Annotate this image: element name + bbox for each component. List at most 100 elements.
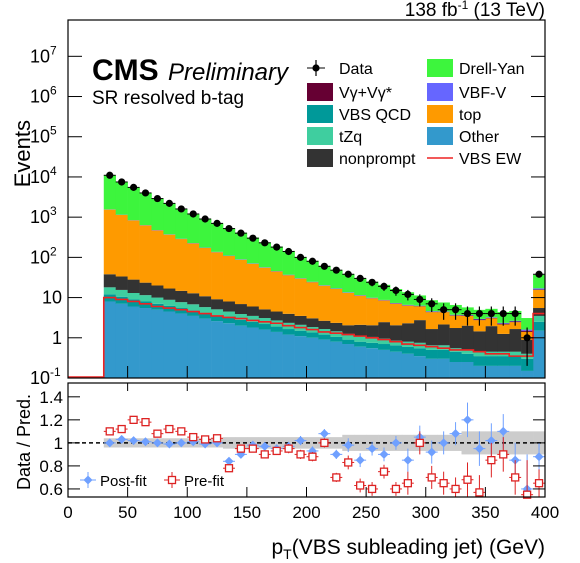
stack-segment [211,321,224,378]
stack-segment [318,265,331,286]
legend-swatch [307,127,333,145]
stack-segment [354,278,367,296]
stack-segment [175,208,188,239]
stack-segment [282,275,295,314]
data-point [273,243,281,251]
stack-segment [223,301,236,312]
legend-label: top [459,107,481,124]
ratio-point [165,424,174,434]
stack-segment [294,336,307,378]
stack-segment [139,282,152,296]
ratio-point [129,436,139,446]
y-tick-base: 10 [30,167,50,187]
data-point [308,257,317,265]
y-tick-exp: 7 [50,43,57,57]
stack-segment [127,220,140,280]
x-tick-label: 150 [233,503,261,522]
stack-segment [401,323,415,342]
ratio-point [427,447,437,457]
stack-segment [461,349,474,354]
data-point [129,183,138,191]
ratio-point [499,450,508,459]
data-point [332,266,340,274]
x-tick-label: 350 [471,503,499,522]
stack-segment [425,349,438,359]
stack-segment [378,349,391,378]
ratio-point [344,458,353,467]
ratio-point [498,426,508,436]
ratio-point [356,481,365,490]
stack-segment [211,309,224,316]
stack-segment [151,198,164,230]
stack-segment [533,330,546,378]
data-point [285,247,293,256]
data-point [177,205,185,213]
stack-segment [175,239,188,291]
stack-segment [485,326,498,352]
stack-segment [389,340,403,346]
stack-segment [199,318,212,378]
legend-swatch [427,105,453,123]
y-tick-exp: 6 [50,84,57,98]
stack-segment [473,320,486,332]
ratio-point [236,444,246,453]
stack-segment [389,303,403,326]
y-tick-base: 10 [30,247,50,267]
stack-segment [163,311,176,378]
y-tick-base: 10 [30,207,50,227]
stack-segment [449,351,462,362]
stack-segment [389,351,403,378]
stack-segment [330,336,343,342]
uncertainty-band [401,434,415,451]
stack-segment [342,274,355,293]
stack-segment [342,325,355,334]
legend-label: Other [459,129,500,146]
stack-segment [139,301,152,309]
ratio-point [474,444,484,454]
stack-segment [187,315,200,378]
stack-segment [437,349,450,359]
ratio-point [105,438,115,448]
stack-segment [461,361,474,378]
stack-segment [366,325,379,337]
stack-segment [139,295,152,302]
x-tick-label: 200 [292,503,320,522]
stack-segment [461,353,474,362]
data-point [368,278,376,286]
ratio-point [379,467,389,476]
stack-segment [163,203,176,235]
stack-segment [425,312,438,330]
stack-segment [318,334,331,340]
y-tick-label: 0.6 [39,480,63,499]
stack-segment [103,175,116,210]
stack-segment [509,351,522,357]
stack-segment [366,348,379,378]
y-tick-label: 104 [30,164,57,187]
stack-segment [533,288,546,290]
stack-segment [151,297,164,304]
ratio-point [462,415,472,425]
stack-segment [294,278,307,316]
stack-segment [163,288,176,300]
stack-segment [270,326,283,332]
uncertainty-band [354,434,367,451]
ratio-point [463,475,472,484]
ratio-point [272,446,281,456]
stack-segment [413,306,427,321]
stack-segment [425,329,438,346]
stack-segment [294,330,307,337]
stack-segment [270,311,283,321]
stack-segment [199,307,212,314]
ratio-point [117,434,127,444]
uncertainty-band [234,437,248,449]
data-point [356,274,364,282]
y-tick-exp: 4 [50,164,57,178]
stack-segment [223,323,236,378]
ratio-point [319,429,329,439]
ratio-point [355,455,365,465]
stack-segment [437,324,450,346]
stack-segment [425,345,438,350]
stack-segment [115,296,128,304]
stack-segment [354,295,367,325]
stack-segment [270,271,283,312]
